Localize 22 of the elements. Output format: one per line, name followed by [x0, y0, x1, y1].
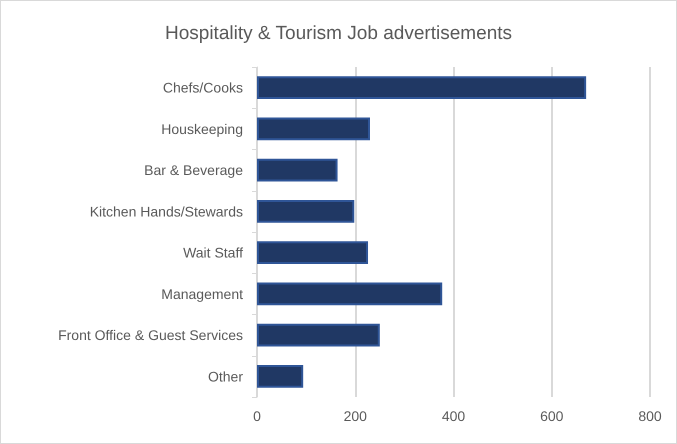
bar: [257, 324, 380, 346]
bar: [257, 76, 586, 99]
bar: [257, 158, 338, 182]
y-tick-label: Kitchen Hands/Stewards: [90, 203, 243, 220]
x-tick-label: 600: [540, 408, 564, 424]
x-tick-label: 0: [253, 408, 262, 424]
chart-title: Hospitality & Tourism Job advertisements: [164, 23, 512, 44]
y-tick-label: Bar & Beverage: [144, 162, 244, 178]
y-tick-label: Wait Staff: [183, 244, 244, 261]
y-tick-label: Other: [208, 368, 244, 384]
y-tick-label: Management: [161, 286, 244, 302]
bar: [257, 365, 304, 388]
x-tick-label: 400: [442, 408, 466, 424]
y-tick-label: Chefs/Cooks: [162, 80, 243, 96]
bar: [257, 118, 370, 140]
x-tick-label: 200: [344, 408, 368, 424]
bar: [257, 241, 368, 264]
bar: [257, 282, 442, 306]
y-tick-label: Houskeeping: [161, 120, 243, 137]
x-tick-label: 800: [638, 408, 662, 424]
y-tick-label: Front Office & Guest Services: [58, 327, 243, 344]
bar: [257, 200, 354, 223]
